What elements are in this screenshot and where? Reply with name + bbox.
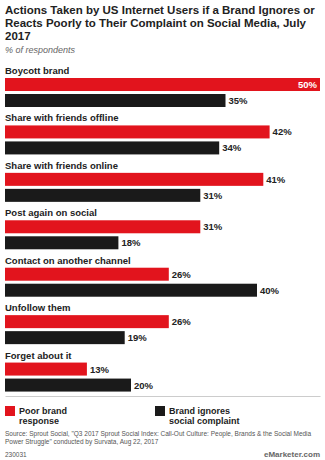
data-label: 41%	[266, 174, 286, 185]
credit: eMarketer.com	[264, 450, 320, 459]
bar	[5, 268, 169, 281]
axis-line	[6, 396, 321, 397]
bar	[5, 189, 200, 202]
chart-id: 230031	[5, 451, 27, 458]
category-label: Boycott brand	[5, 65, 70, 76]
chart: Actions Taken by US Internet Users if a …	[0, 0, 325, 460]
legend-swatch	[5, 406, 15, 416]
bar	[5, 220, 200, 233]
text-line: social complaint	[169, 416, 240, 426]
bars	[5, 78, 320, 392]
data-label: 20%	[134, 380, 154, 391]
data-label: 19%	[128, 332, 148, 343]
bar	[5, 78, 320, 91]
data-label: 40%	[260, 285, 280, 296]
text-line: Power Struggle" conducted by Survata, Au…	[5, 438, 159, 446]
text-line: Reacts Poorly to Their Complaint on Soci…	[5, 17, 307, 29]
text-line: Poor brand	[19, 406, 67, 416]
bar	[5, 173, 263, 186]
bar	[5, 125, 270, 138]
data-label: 18%	[121, 237, 141, 248]
data-label: 26%	[172, 269, 192, 280]
bar	[5, 141, 219, 154]
legend-label: Poor brandresponse	[19, 406, 67, 426]
title: Actions Taken by US Internet Users if a …	[5, 4, 315, 42]
bar	[5, 315, 169, 328]
category-label: Unfollow them	[5, 302, 70, 313]
legend: Poor brandresponse Brand ignoressocial co…	[5, 406, 240, 426]
source: Source: Sprout Social, "Q3 2017 Sprout S…	[5, 430, 312, 446]
category-label: Forget about it	[5, 350, 72, 361]
category-label: Contact on another channel	[5, 255, 131, 266]
legend-swatch	[155, 406, 165, 416]
data-labels: 50% 42% 41% 31% 26% 26% 13% 35% 34% 31% 18% 40% 19% 2…	[90, 79, 318, 391]
text-line: Actions Taken by US Internet Users if a …	[5, 4, 315, 16]
text-line: 2017	[5, 30, 31, 42]
data-label: 31%	[203, 190, 223, 201]
data-label: 13%	[90, 364, 110, 375]
subtitle: % of respondents	[5, 45, 76, 55]
category-label: Share with friends offline	[5, 112, 119, 123]
bar	[5, 379, 131, 392]
bar	[5, 284, 257, 297]
data-label: 35%	[229, 95, 249, 106]
text-line: Brand ignores	[169, 406, 230, 416]
data-label: 26%	[172, 316, 192, 327]
x-axis	[6, 396, 321, 397]
text-line: response	[19, 416, 59, 426]
bar	[5, 331, 125, 344]
category-label: Share with friends online	[5, 160, 118, 171]
bar	[5, 236, 118, 249]
data-label: 42%	[273, 126, 293, 137]
bar	[5, 94, 226, 107]
bar	[5, 363, 87, 376]
data-label: 31%	[203, 221, 223, 232]
data-label: 34%	[222, 142, 242, 153]
data-label: 50%	[298, 79, 318, 90]
category-label: Post again on social	[5, 207, 97, 218]
legend-label: Brand ignoressocial complaint	[169, 406, 240, 426]
